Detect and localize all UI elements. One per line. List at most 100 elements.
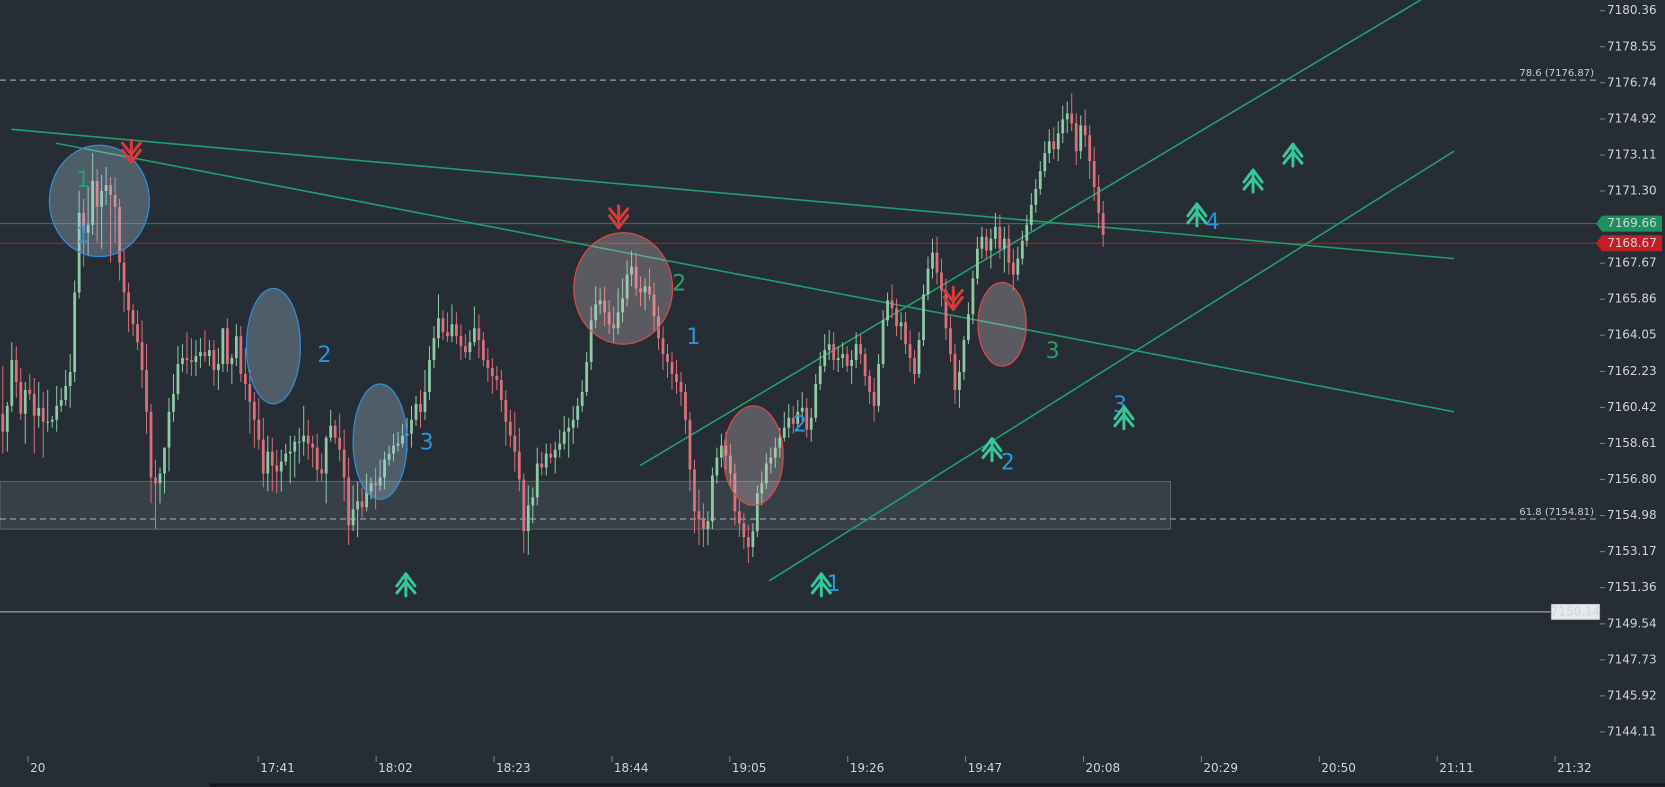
candle-body (720, 445, 723, 458)
candle-body (984, 236, 988, 251)
candle (670, 352, 674, 390)
candle-body (540, 463, 544, 468)
candle (639, 276, 642, 307)
y-tick-label: 7164.05 (1607, 328, 1657, 342)
candle-body (589, 320, 593, 363)
candle-body (1038, 171, 1042, 189)
wave-label: 4 (1206, 210, 1220, 235)
candle (374, 467, 377, 510)
candle (823, 334, 827, 373)
candle-body (55, 405, 59, 420)
candle (477, 314, 481, 359)
candle (571, 405, 575, 444)
candle-body (91, 181, 95, 225)
candle (841, 342, 845, 369)
candle (773, 437, 777, 468)
arrow-up-icon (1242, 168, 1264, 194)
candle (926, 256, 930, 301)
candle (481, 332, 485, 367)
candle (19, 368, 23, 420)
candle-body (23, 389, 27, 414)
candle (185, 332, 189, 375)
candle-body (895, 308, 898, 327)
candle (351, 485, 355, 532)
candle-body (149, 411, 153, 478)
price-tag-label: 7169.66 (1607, 216, 1657, 230)
candle-body (230, 358, 234, 365)
candle (890, 284, 894, 319)
candle-body (908, 344, 912, 359)
arrow-head (1113, 405, 1135, 421)
candle-body (823, 350, 827, 367)
candle (342, 429, 346, 502)
candle (598, 288, 602, 315)
candle-body (504, 399, 508, 422)
candle-body (297, 441, 301, 443)
candle (1029, 192, 1033, 231)
candle (769, 447, 773, 474)
candle (751, 523, 755, 558)
arrow-head (810, 572, 832, 588)
candle (643, 278, 647, 311)
candle-body (706, 521, 710, 530)
candle (1088, 125, 1092, 180)
time-axis: 20 17:41 18:02 18:23 18:44 19:05 19:26 19:47 20:… (27, 756, 1665, 787)
candle (1092, 147, 1096, 201)
candle (697, 489, 701, 546)
candle-body (953, 354, 957, 390)
candle (234, 324, 238, 367)
candle-body (490, 368, 494, 376)
candle-body (648, 286, 651, 295)
candle (176, 346, 180, 400)
candle (818, 352, 822, 390)
candle (661, 326, 665, 371)
candle (306, 419, 310, 460)
candle (172, 374, 175, 422)
candle-body (41, 407, 45, 422)
candle-body (86, 224, 90, 233)
candle-body (639, 288, 642, 293)
candle (158, 467, 162, 504)
candle-body (477, 328, 481, 341)
candle (652, 282, 656, 331)
candle-body (800, 407, 804, 412)
candle-body (365, 491, 368, 508)
candle (1065, 101, 1069, 134)
fib-level-label-1: 61.8 (7154.81) (1519, 507, 1594, 518)
candle-body (531, 497, 535, 506)
candle-body (293, 441, 297, 452)
candle-body (935, 252, 939, 273)
arrow-up-icon (1282, 142, 1304, 168)
candle-body (1002, 238, 1006, 249)
candle (558, 429, 562, 458)
arrow-head (395, 572, 417, 588)
candle-body (50, 419, 54, 422)
candle-body (257, 419, 261, 440)
candle (95, 169, 99, 243)
candle-body (625, 274, 629, 299)
candle-body (194, 356, 198, 363)
candle (535, 447, 539, 506)
wave-label: 1 (686, 325, 700, 350)
candle-body (755, 493, 759, 532)
candle (154, 459, 157, 530)
candle-body (1092, 161, 1096, 188)
candle-body (378, 477, 382, 486)
price-axis: 7180.36 7178.55 7176.74 7174.92 7173.11 7171.… (1600, 3, 1657, 738)
candle-body (252, 401, 256, 420)
y-tick-label: 7160.42 (1607, 400, 1657, 414)
candle (540, 451, 544, 476)
wave-label: 2 (793, 413, 807, 438)
ellipses-layer (48, 144, 1027, 506)
candle-body (396, 443, 400, 446)
candle (216, 348, 220, 390)
candle (239, 326, 243, 382)
candle-body (190, 360, 193, 363)
candle (522, 473, 526, 554)
candle (293, 435, 297, 478)
candle (549, 443, 553, 464)
candle (127, 282, 130, 333)
candle (100, 175, 104, 249)
candle-body (486, 360, 490, 369)
arrow-head-2 (981, 445, 1003, 460)
